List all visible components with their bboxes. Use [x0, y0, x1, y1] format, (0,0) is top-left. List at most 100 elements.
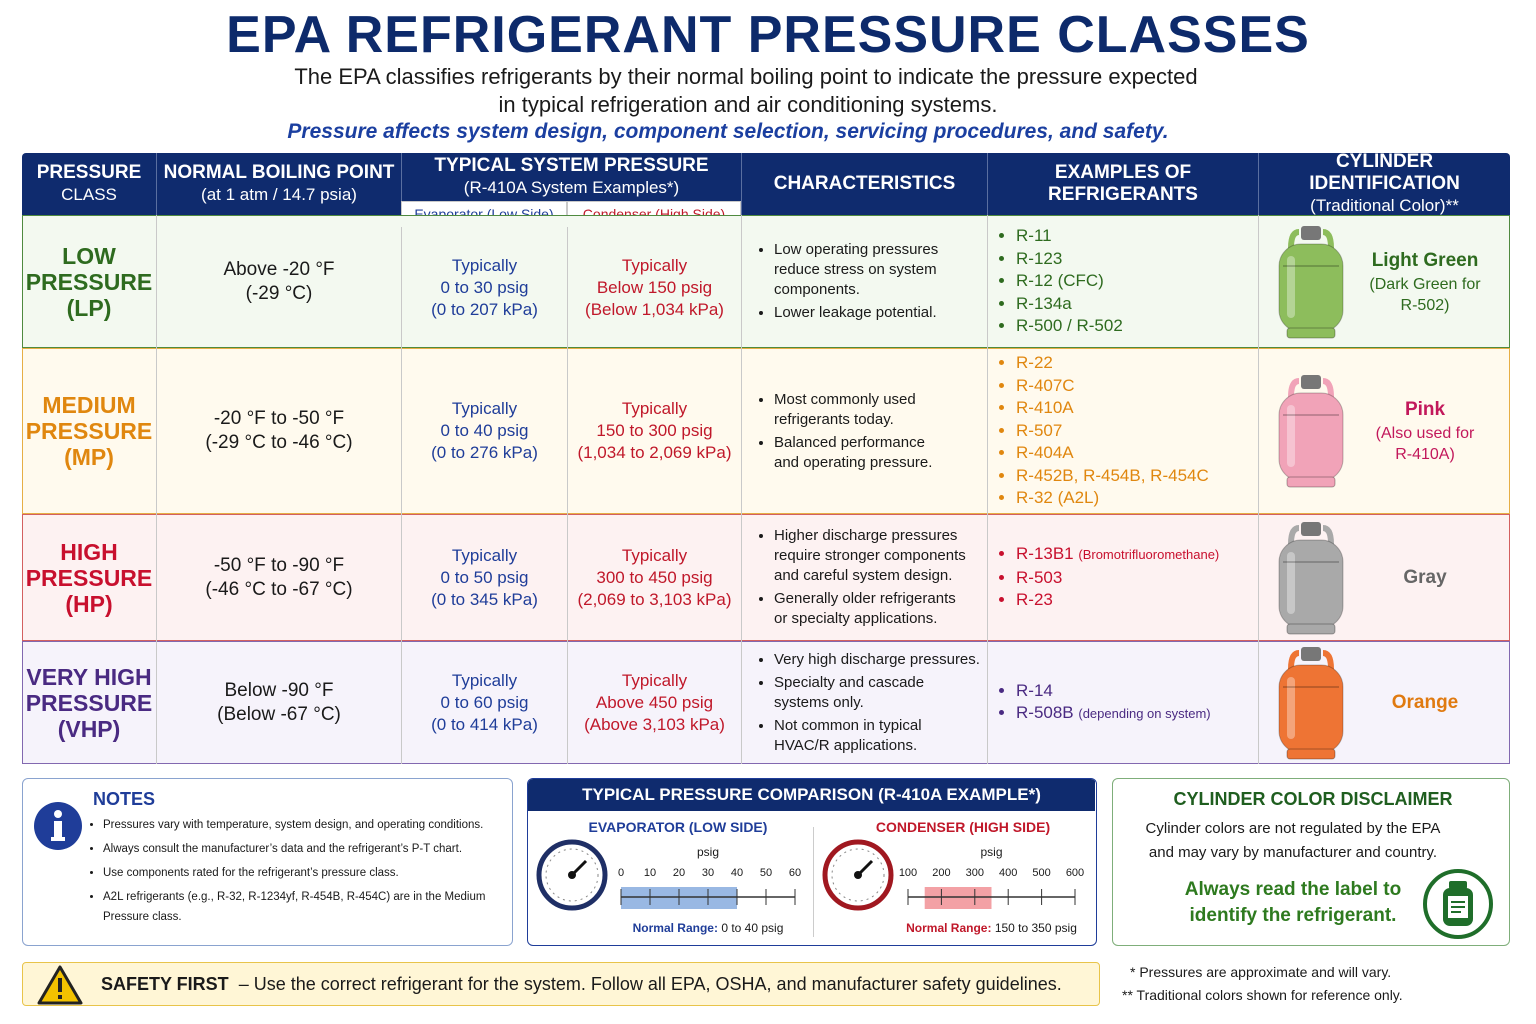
- tick-label: 20: [672, 867, 686, 879]
- cylinder-label: Orange: [1359, 641, 1491, 764]
- header-cell: CHARACTERISTICS: [741, 153, 987, 215]
- disclaimer-panel: CYLINDER COLOR DISCLAIMER Cylinder color…: [1112, 778, 1510, 946]
- warning-icon: [37, 965, 83, 1005]
- example: R-404A: [1016, 442, 1258, 465]
- example: R-507: [1016, 420, 1258, 443]
- text-line: Below 150 psig: [596, 277, 713, 297]
- intro: The EPA classifies refrigerants by their…: [294, 64, 1198, 89]
- example: R-32 (A2L): [1016, 487, 1258, 510]
- text-line: Very high discharge pressures.: [774, 650, 980, 668]
- cylinder: [1278, 646, 1344, 759]
- characteristic: Lower leakage potential.: [774, 303, 987, 323]
- header-line: NORMAL BOILING POINT: [163, 162, 395, 183]
- text-line: (0 to 207 kPa): [431, 299, 538, 319]
- range-text: Normal Range: 0 to 40 psig: [588, 921, 828, 935]
- examples-list: R-13B1 (Bromotrifluoromethane)R-503R-23: [1000, 543, 1258, 612]
- gauge-hub: [854, 871, 862, 879]
- text-line: (Also used for: [1375, 425, 1475, 442]
- text-line: Generally older refrigerants: [774, 590, 956, 607]
- text-line: Pink: [1404, 399, 1446, 420]
- example: R-500 / R-502: [1016, 315, 1258, 338]
- unit-label: psig: [696, 845, 719, 859]
- cylinder-valve: [1301, 375, 1321, 389]
- gauge: [822, 839, 894, 911]
- characteristics-list: Most commonly used refrigerants today. Bal…: [760, 387, 987, 476]
- example: R-13B1 (Bromotrifluoromethane): [1016, 543, 1258, 567]
- cylinder-shine: [1287, 255, 1295, 318]
- disclaimer-title: CYLINDER COLOR DISCLAIMER: [1173, 789, 1453, 809]
- tick-label: 600: [1065, 867, 1085, 879]
- characteristics-cell: Most commonly used refrigerants today. Bal…: [741, 348, 987, 514]
- text-line: 0 to 40 psig: [440, 421, 529, 440]
- notes-panel: NOTES Pressures vary with temperature, s…: [22, 778, 513, 946]
- example-name: R-503: [1016, 567, 1063, 587]
- text-line: R-502): [1400, 296, 1450, 314]
- examples-cell: R-14R-508B (depending on system): [987, 641, 1258, 764]
- header-line: PRESSURE: [36, 162, 142, 183]
- example-name: R-32 (A2L): [1016, 488, 1100, 508]
- text-line: Always read the label to: [1184, 879, 1402, 900]
- text-line: (Above 3,103 kPa): [584, 714, 725, 734]
- cylinder-guard: [1288, 649, 1334, 669]
- safety-label: SAFETY FIRST: [101, 974, 229, 994]
- boiling-cell: Above -20 °F (-29 °C): [156, 215, 401, 348]
- icon-valve: [1449, 881, 1467, 889]
- text-line: (Below -67 °C): [217, 703, 341, 725]
- text-line: Cylinder colors are not regulated by the…: [1145, 820, 1441, 837]
- text-line: Typically: [621, 545, 688, 565]
- tick-label: 0: [617, 867, 625, 879]
- example-name: R-12 (CFC): [1016, 271, 1104, 291]
- header-cell: EXAMPLES OF REFRIGERANTS: [987, 153, 1258, 215]
- gauge-scale: [831, 848, 885, 902]
- header-cell: NORMAL BOILING POINT (at 1 atm / 14.7 psi…: [156, 153, 401, 215]
- text-line: Most commonly used: [774, 390, 916, 408]
- icon-dot: [54, 810, 62, 818]
- example-name: R-407C: [1016, 375, 1075, 395]
- label-icon: [1423, 869, 1493, 939]
- text-line: Below -90 °F: [224, 679, 334, 701]
- warning-dot: [58, 995, 62, 999]
- example-note: (depending on system): [1078, 706, 1211, 721]
- header-line: CHARACTERISTICS: [773, 173, 956, 194]
- header-cell: PRESSURE CLASS: [22, 153, 156, 215]
- intro: in typical refrigeration and air conditi…: [498, 92, 998, 117]
- example-name: R-11: [1016, 226, 1052, 246]
- gauge-label: EVAPORATOR (LOW SIDE): [588, 819, 768, 835]
- cylinder-cell: Light Green (Dark Green for R-502): [1258, 215, 1510, 348]
- boiling-cell: -50 °F to -90 °F (-46 °C to -67 °C): [156, 514, 401, 641]
- scale: EVAPORATOR (LOW SIDE) psig 0 10 20 30 40 50 60 No…: [528, 779, 1095, 944]
- example-name: R-404A: [1016, 443, 1074, 463]
- header-line: (at 1 atm / 14.7 psia): [201, 185, 357, 204]
- text-line: refrigerants today.: [774, 410, 894, 428]
- characteristics-list: Low operating pressures reduce stress on …: [760, 237, 987, 326]
- text-line: LOW: [62, 242, 116, 269]
- range-value: 0 to 40 psig: [721, 921, 784, 935]
- cylinder-valve: [1301, 646, 1321, 661]
- examples-list: R-14R-508B (depending on system): [1000, 680, 1258, 726]
- tick-label: 300: [965, 867, 984, 879]
- example-name: R-500 / R-502: [1016, 316, 1123, 336]
- class-cell: LOW PRESSURE (LP): [22, 215, 156, 348]
- gauge-scale: [545, 848, 599, 902]
- cylinder-guard: [1288, 228, 1334, 248]
- header-bg: [22, 153, 1510, 215]
- cylinder-label: Light Green (Dark Green for R-502): [1359, 215, 1491, 348]
- note-item: Always consult the manufacturer’s data a…: [103, 839, 515, 859]
- cylinder-shine: [1287, 551, 1295, 614]
- cylinder: [1278, 225, 1344, 338]
- example: R-23: [1016, 589, 1258, 612]
- safety-text: SAFETY FIRST – Use the correct refrigera…: [101, 974, 1062, 995]
- scale: CONDENSER (HIGH SIDE) psig 100 200 300 400 500…: [528, 779, 1095, 944]
- gauge-label: CONDENSER (HIGH SIDE): [875, 819, 1051, 835]
- example-name: R-452B, R-454B, R-454C: [1016, 465, 1209, 485]
- text-line: Low operating pressures: [774, 241, 939, 258]
- footnote: * Pressures are approximate and will var…: [1130, 964, 1392, 980]
- characteristic: Very high discharge pressures.: [774, 650, 987, 670]
- condenser-cell: Typically Below 150 psig (Below 1,034 kPa): [567, 227, 741, 348]
- cylinder-guard: [1288, 524, 1334, 544]
- example-name: R-508B: [1016, 703, 1074, 722]
- evaporator-cell: Typically 0 to 50 psig (0 to 345 kPa): [401, 514, 567, 641]
- text-line: (0 to 414 kPa): [431, 714, 538, 734]
- text-line: 0 to 60 psig: [440, 692, 529, 712]
- text-line: VERY HIGH: [26, 663, 152, 690]
